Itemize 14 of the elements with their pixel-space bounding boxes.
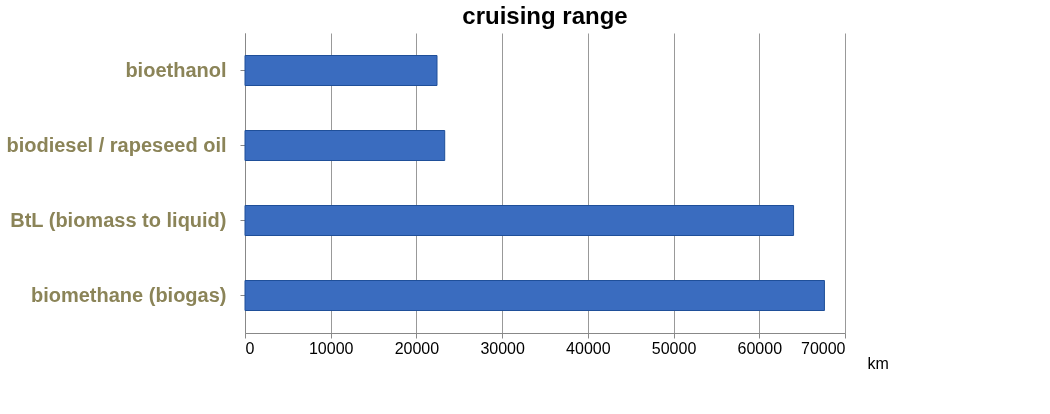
x-tick-label: 70000: [801, 339, 846, 357]
y-tick-label: biodiesel / rapeseed oil: [6, 133, 227, 156]
x-tick-label: 10000: [308, 339, 354, 357]
x-tick-label: 50000: [651, 339, 697, 357]
chart-title: cruising range: [462, 2, 628, 29]
x-tick-label: 60000: [737, 339, 783, 357]
x-tick-label: 0: [245, 339, 255, 357]
x-tick-label: 30000: [480, 339, 525, 357]
y-tick-label: biomethane (biogas): [30, 283, 227, 306]
y-tick-label: BtL (biomass to liquid): [10, 208, 227, 231]
x-tick-label: 20000: [394, 339, 440, 357]
x-tick-label: 40000: [566, 339, 611, 357]
y-tick-label: bioethanol: [125, 58, 227, 81]
x-axis-title: km: [867, 354, 889, 372]
